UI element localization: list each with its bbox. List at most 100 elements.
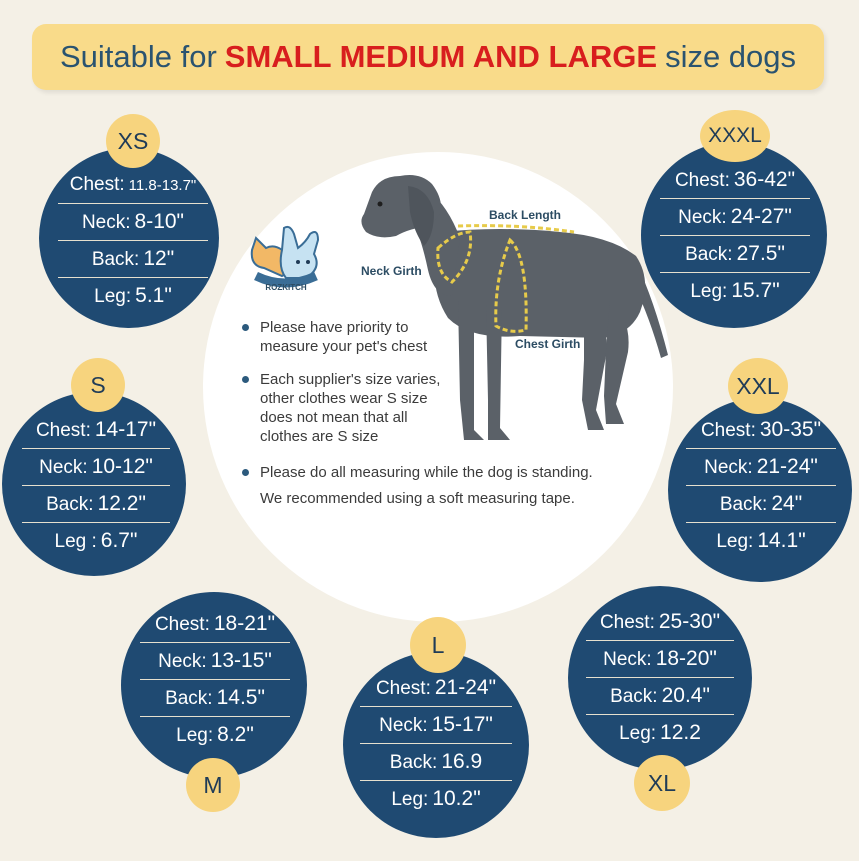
size-circle-xs [39,148,219,328]
measure-label: Back: [685,244,733,265]
measure-label: Chest: [35,420,91,441]
measure-value: 12.2" [97,492,146,515]
measure-value: 25-30" [658,610,721,633]
bullet-dot-icon [242,324,249,331]
measure-value: 13-15" [210,649,272,672]
leg-row: Leg: 15.7" [660,273,810,309]
measure-label: Leg: [391,789,429,810]
measure-label: Leg: [716,531,754,552]
measure-label: Neck: [81,212,131,233]
leg-row: Leg: 8.2" [140,717,290,753]
measuring-tips: Please have priority to measure your pet… [242,318,652,526]
measure-label: Back: [46,494,94,515]
leg-row: Leg :6.7" [22,523,170,559]
chest-row: Chest: 14-17" [22,412,170,449]
measure-label: Chest: [599,612,655,633]
measure-label: Chest: [69,174,125,195]
chest-row: Chest: 36-42" [660,162,810,199]
measure-label: Chest: [700,420,756,441]
neck-row: Neck: 15-17" [360,707,512,744]
measure-value: 30-35" [759,418,822,441]
size-tag-s: S [71,358,125,412]
leg-row: Leg: 10.2" [360,781,512,817]
back-row: Back: 14.5" [140,680,290,717]
measure-value: 14.5" [216,686,265,709]
measure-value: 18-20" [655,647,717,670]
tip-item: Each supplier's size varies, other cloth… [242,370,652,446]
chest-row: Chest: 18-21" [140,606,290,643]
neck-row: Neck: 10-12" [22,449,170,486]
size-table-s: Chest: 14-17" Neck: 10-12" Back: 12.2" Leg … [22,412,170,559]
measure-label: Chest: [375,678,431,699]
logo-text: ROZKITCH [265,283,307,292]
measure-value: 15-17" [431,713,493,736]
neck-row: Neck: 8-10" [58,204,208,241]
leg-row: Leg: 12.2 [586,715,734,751]
measure-value: 36-42" [733,168,796,191]
measure-label: Leg: [690,281,728,302]
chest-row: Chest: 30-35" [686,412,836,449]
leg-row: Leg: 5.1" [58,278,208,314]
neck-row: Neck: 21-24" [686,449,836,486]
back-row: Back: 12" [58,241,208,278]
back-row: Back: 27.5" [660,236,810,273]
brand-logo: ROZKITCH [250,225,320,292]
measure-label: Leg: [619,723,657,744]
title-banner: Suitable for SMALL MEDIUM AND LARGE size… [32,24,824,90]
measure-value: 12.2 [660,721,701,744]
size-table-l: Chest: 21-24" Neck: 15-17" Back: 16.9 Leg: 1… [360,670,512,817]
banner-highlight: SMALL MEDIUM AND LARGE [224,39,658,74]
measure-label: Leg: [94,286,132,307]
size-tag-xs: XS [106,114,160,168]
back-row: Back: 16.9 [360,744,512,781]
size-circle-s [2,392,186,576]
tip-item: Please do all measuring while the dog is… [242,460,652,512]
measure-label: Chest: [674,170,730,191]
measure-value: 24" [771,492,803,515]
measure-value: 18-21" [213,612,276,635]
measure-value: 27.5" [736,242,785,265]
size-table-xs: Chest: 11.8-13.7" Neck: 8-10" Back: 12" Leg… [58,167,208,314]
measure-value: 21-24" [756,455,818,478]
measure-label: Back: [610,686,658,707]
size-tag-xxxl: XXXL [700,110,770,162]
measure-label: Back: [389,752,438,773]
back-row: Back: 12.2" [22,486,170,523]
chest-row: Chest: 11.8-13.7" [58,167,208,204]
back-length-label: Back Length [489,208,562,222]
measure-label: Back: [719,494,768,515]
measure-label: Neck: [158,651,207,672]
tip-item: Please have priority to measure your pet… [242,318,652,356]
size-circle-m [121,592,307,778]
measure-value: 8.2" [217,723,254,746]
measure-value: 12" [143,247,175,270]
measure-value: 10-12" [91,455,153,478]
size-tag-m: M [186,758,240,812]
size-circle-xl [568,586,752,770]
size-tag-xxl: XXL [728,358,788,414]
back-row: Back: 20.4" [586,678,734,715]
bullet-dot-icon [242,469,249,476]
size-circle-l [343,652,529,838]
measure-value: 20.4" [661,684,710,707]
size-circle-xxl [668,398,852,582]
measure-value: 10.2" [432,787,481,810]
chest-row: Chest: 25-30" [586,604,734,641]
size-table-xxl: Chest: 30-35" Neck: 21-24" Back: 24" Leg: 14… [686,412,836,559]
neck-row: Neck: 24-27" [660,199,810,236]
size-table-xxxl: Chest: 36-42" Neck: 24-27" Back: 27.5" Leg:… [660,162,810,309]
measure-value: 5.1" [135,284,172,307]
measure-value: 11.8-13.7" [128,177,197,194]
measure-label: Neck: [603,649,652,670]
measure-value: 15.7" [731,279,780,302]
measure-label: Neck: [379,715,428,736]
measure-label: Chest: [154,614,210,635]
measure-value: 14-17" [94,418,157,441]
size-tag-l: L [410,617,466,673]
neck-row: Neck: 13-15" [140,643,290,680]
size-tag-xl: XL [634,755,690,811]
size-table-xl: Chest: 25-30" Neck: 18-20" Back: 20.4" Leg:… [586,604,734,751]
measure-value: 16.9 [441,750,483,773]
neck-row: Neck: 18-20" [586,641,734,678]
measure-value: 8-10" [134,210,185,233]
